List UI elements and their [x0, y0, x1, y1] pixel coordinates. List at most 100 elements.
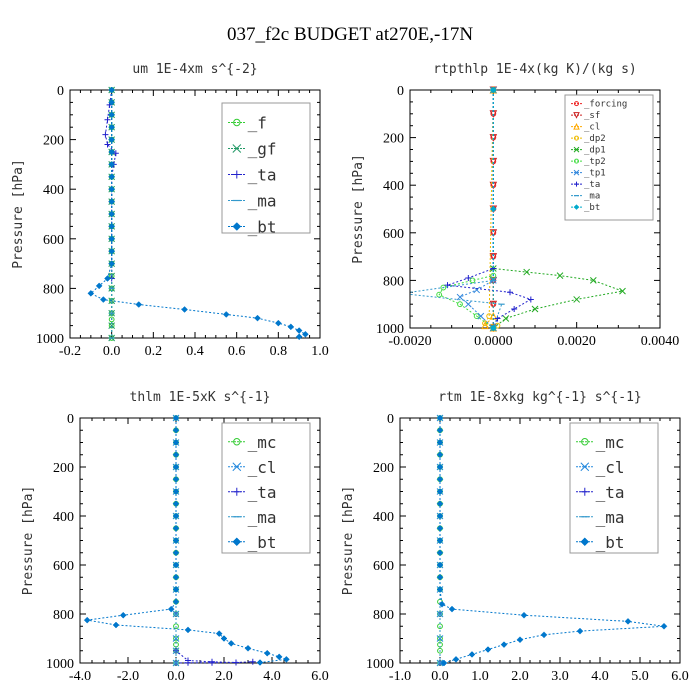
- data-point_tp2: [473, 313, 480, 320]
- data-point_bt: [436, 500, 444, 508]
- data-point_bt: [167, 605, 175, 613]
- x-tick-label: 0.8: [270, 344, 288, 359]
- legend-marker: [574, 101, 579, 107]
- data-point_bt: [436, 524, 444, 532]
- legend-label: _bt: [248, 533, 277, 552]
- data-point_bt: [624, 617, 632, 625]
- legend-label: _ta: [596, 483, 625, 502]
- data-point_bt: [172, 488, 180, 495]
- data-point_bt: [172, 573, 180, 581]
- y-tick-label: 0: [57, 84, 64, 99]
- data-point_bt: [108, 148, 116, 156]
- y-tick-label: 600: [43, 233, 64, 248]
- data-point_bt: [104, 275, 111, 282]
- data-point_bt: [227, 640, 235, 647]
- data-point_bt: [244, 644, 252, 652]
- data-point_bt: [436, 463, 444, 471]
- y-tick-label: 600: [53, 559, 74, 574]
- y-axis-label: Pressure [hPa]: [11, 159, 26, 269]
- data-point_bt: [436, 561, 444, 569]
- chart-panel-rtm: rtm 1E-8xkg kg^{-1} s^{-1} Pressure [hPa]…: [341, 390, 689, 684]
- data-point_bt: [172, 512, 180, 520]
- data-point_ta: [102, 131, 109, 138]
- legend: _forcing_sf _cl_dp2 _dp1_tp2 _tp1_ta _ma_bt: [564, 94, 654, 221]
- y-tick-label: 600: [383, 227, 404, 242]
- legend-marker: [233, 438, 241, 446]
- data-point_gf: [108, 322, 116, 329]
- data-point_mc: [173, 635, 179, 642]
- data-point_bt: [108, 86, 116, 94]
- data-point_bt: [468, 651, 476, 658]
- chart-panel-rtpthlp: rtpthlp 1E-4x(kg K)/(kg s) Pressure [hPa]…: [351, 62, 679, 349]
- data-point_tp2: [457, 301, 463, 308]
- data-point_bt: [108, 173, 116, 181]
- legend-marker: [232, 170, 241, 179]
- legend-label: _ma: [596, 508, 625, 527]
- x-tick-label: -0.0020: [388, 334, 431, 349]
- data-point_bt: [287, 323, 295, 331]
- data-point_bt: [172, 439, 180, 446]
- data-point_bt: [184, 626, 192, 634]
- data-point_bt: [108, 136, 116, 143]
- data-point_bt: [436, 512, 444, 520]
- legend-label: _cl: [248, 458, 277, 477]
- legend-marker: [580, 537, 590, 547]
- data-point_bt: [172, 561, 180, 569]
- legend-marker: [232, 222, 242, 231]
- legend-marker: [573, 204, 580, 210]
- legend-box: [564, 94, 654, 221]
- x-tick-label: 0.0040: [641, 334, 680, 349]
- data-point_bt: [436, 488, 444, 495]
- data-point_ta: [465, 275, 472, 282]
- y-tick-label: 400: [373, 510, 394, 525]
- data-point_bt: [172, 524, 180, 532]
- data-point_bt: [254, 314, 261, 322]
- x-tick-label: 6.0: [311, 669, 329, 684]
- x-tick-label: 0.0: [431, 669, 449, 684]
- legend-label: _ma: [248, 192, 277, 211]
- x-tick-label: 0.0: [103, 344, 121, 359]
- y-tick-label: 1000: [46, 657, 74, 672]
- series-group: [410, 86, 626, 332]
- data-point_bt: [500, 641, 508, 648]
- x-tick-label: 6.0: [671, 669, 689, 684]
- legend-marker: [233, 118, 241, 127]
- data-point_bt: [295, 327, 303, 334]
- data-point_bt: [108, 161, 116, 168]
- x-tick-label: 5.0: [631, 669, 649, 684]
- legend-label: _mc: [596, 433, 625, 452]
- data-point_dp2: [486, 313, 493, 320]
- chart-title: um 1E-4xm s^{-2}: [132, 62, 257, 77]
- data-point_bt: [256, 659, 264, 666]
- x-tick-label: 2.0: [511, 669, 529, 684]
- data-point_bt: [172, 549, 180, 557]
- x-tick-label: 0.0: [167, 669, 185, 684]
- data-point_bt: [108, 111, 116, 119]
- x-tick-label: 0.0000: [474, 334, 513, 349]
- y-tick-label: 800: [373, 608, 394, 623]
- x-tick-label: 4.0: [263, 669, 281, 684]
- data-point_ta: [507, 289, 513, 296]
- data-point_bt: [108, 210, 116, 218]
- data-point_bt: [172, 598, 180, 606]
- series-line_tp1: [459, 90, 494, 329]
- legend-marker: [580, 487, 589, 496]
- data-point_ta: [104, 116, 111, 123]
- legend-label: _bt: [248, 218, 277, 237]
- legend-label: _ta: [584, 180, 600, 190]
- data-point_bt: [263, 649, 271, 657]
- data-point_sf: [489, 300, 498, 309]
- y-tick-label: 200: [53, 461, 74, 476]
- data-point_bt: [135, 301, 143, 308]
- data-point_ta: [185, 659, 191, 666]
- data-point_dp1: [589, 277, 597, 284]
- x-tick-label: 0.6: [228, 344, 246, 359]
- data-point_bt: [119, 611, 127, 619]
- data-point_bt: [172, 414, 180, 422]
- data-point_bt: [99, 296, 107, 303]
- y-tick-label: 200: [43, 134, 64, 149]
- legend-label: _sf: [584, 111, 600, 121]
- legend-label: _bt: [596, 533, 625, 552]
- y-tick-label: 0: [387, 412, 394, 427]
- data-point_sf: [489, 229, 498, 237]
